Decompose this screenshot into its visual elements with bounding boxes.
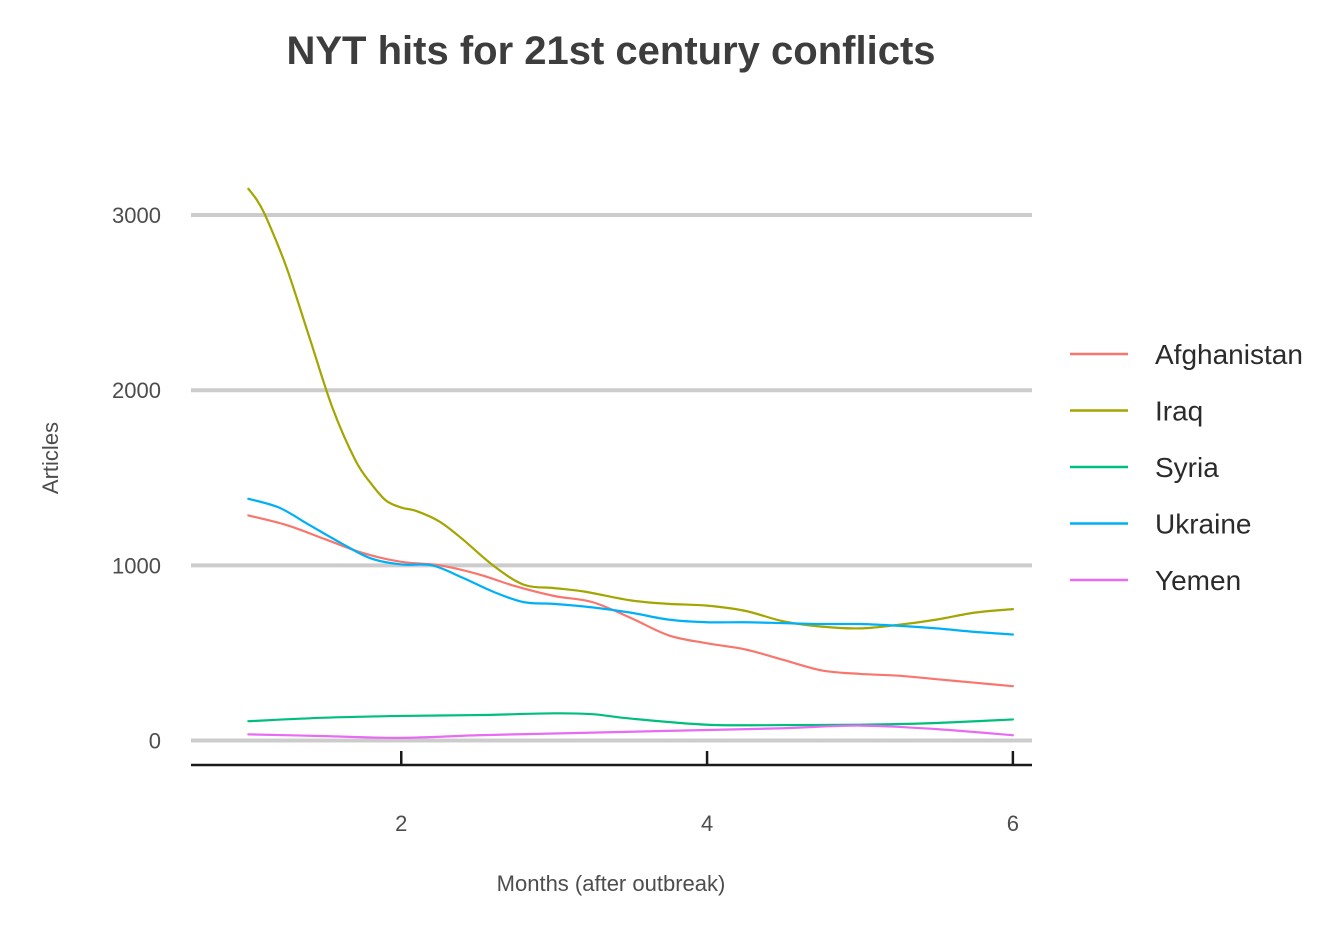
- series-line-ukraine: [247, 497, 1014, 636]
- x-ticks: 2 4 6: [395, 751, 1019, 836]
- y-axis-title: Articles: [38, 422, 63, 494]
- legend-label-yemen: Yemen: [1155, 565, 1241, 596]
- y-tick-label: 0: [149, 728, 161, 753]
- series-line-iraq: [247, 187, 1014, 630]
- y-tick-label: 2000: [112, 378, 161, 403]
- legend-label-afghanistan: Afghanistan: [1155, 339, 1303, 370]
- y-tick-label: 1000: [112, 553, 161, 578]
- chart-title: NYT hits for 21st century conflicts: [286, 29, 935, 73]
- x-axis-title: Months (after outbreak): [497, 871, 726, 896]
- series-lines: [247, 187, 1014, 739]
- y-tick-label: 3000: [112, 203, 161, 228]
- legend-label-syria: Syria: [1155, 452, 1219, 483]
- legend-label-ukraine: Ukraine: [1155, 509, 1251, 540]
- series-line-yemen: [247, 724, 1014, 739]
- gridlines: [191, 213, 1032, 743]
- legend: Afghanistan Iraq Syria Ukraine Yemen: [1070, 339, 1303, 596]
- x-tick-label: 2: [395, 811, 407, 836]
- series-line-syria: [247, 712, 1014, 727]
- series-line-afghanistan: [247, 514, 1014, 688]
- x-tick-label: 4: [701, 811, 713, 836]
- legend-label-iraq: Iraq: [1155, 396, 1203, 427]
- x-tick-label: 6: [1007, 811, 1019, 836]
- y-tick-labels: 0 1000 2000 3000: [112, 203, 161, 753]
